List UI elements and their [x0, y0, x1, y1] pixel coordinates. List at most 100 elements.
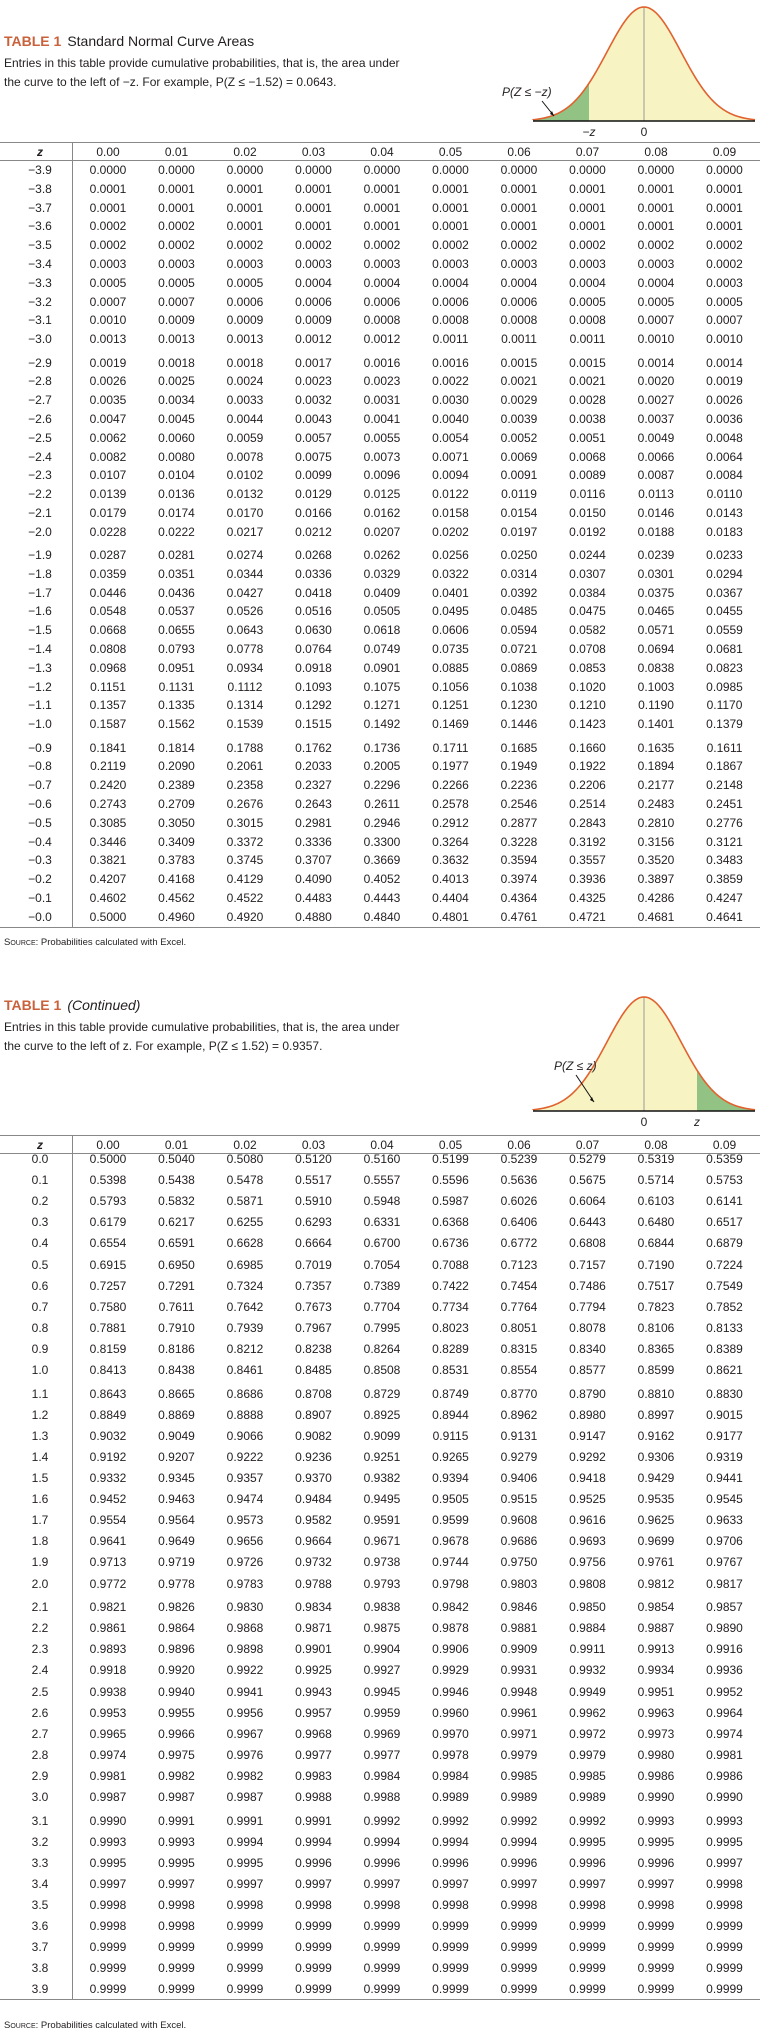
- probability-cell: 0.0014: [637, 355, 675, 370]
- probability-cell: 0.9999: [363, 1919, 401, 1934]
- probability-cell: 0.0068: [569, 449, 606, 464]
- probability-cell: 0.0294: [706, 566, 743, 581]
- probability-cell: 0.1762: [295, 740, 332, 755]
- probability-cell: 0.0001: [637, 200, 675, 215]
- probability-cell: 0.8577: [569, 1363, 606, 1377]
- description-line: Entries in this table provide cumulative…: [4, 56, 400, 70]
- probability-cell: 0.9279: [500, 1449, 538, 1464]
- shaded-area: [533, 83, 589, 121]
- probability-cell: 0.9996: [569, 1855, 606, 1870]
- source-text: Probabilities calculated with Excel.: [38, 2020, 187, 2031]
- probability-cell: 0.0001: [432, 200, 469, 215]
- probability-cell: 0.0000: [363, 163, 401, 177]
- probability-cell: 0.6141: [706, 1194, 743, 1209]
- probability-cell: 0.9998: [363, 1898, 401, 1912]
- probability-cell: 0.0192: [569, 524, 606, 539]
- probability-cell: 0.2946: [363, 815, 401, 830]
- probability-cell: 0.9956: [226, 1705, 264, 1720]
- probability-cell: 0.9959: [363, 1705, 401, 1720]
- probability-cell: 0.6480: [637, 1215, 675, 1230]
- probability-cell: 0.9999: [226, 1982, 264, 1997]
- probability-cell: 0.0016: [363, 355, 401, 370]
- probability-cell: 0.0104: [158, 468, 195, 483]
- z-label: −z: [582, 125, 595, 139]
- header-bottom-rule: [0, 160, 760, 161]
- probability-cell: 0.0001: [226, 181, 264, 196]
- probability-cell: 0.0000: [637, 163, 675, 177]
- probability-cell: 0.0003: [569, 257, 606, 271]
- probability-cell: 0.3483: [706, 853, 743, 868]
- probability-cell: 0.9838: [363, 1600, 401, 1615]
- probability-cell: 0.9998: [89, 1919, 127, 1934]
- probability-cell: 0.3557: [569, 853, 606, 868]
- probability-cell: 0.0427: [226, 585, 264, 600]
- row-z-value: 2.4: [31, 1663, 49, 1678]
- probability-cell: 0.4562: [158, 890, 195, 905]
- probability-cell: 0.0001: [363, 181, 401, 196]
- probability-cell: 0.9920: [158, 1663, 195, 1678]
- probability-cell: 0.9999: [500, 1940, 538, 1955]
- probability-cell: 0.0008: [500, 313, 538, 328]
- probability-cell: 0.0024: [226, 374, 264, 389]
- probability-cell: 0.9706: [706, 1534, 743, 1549]
- probability-cell: 0.0708: [569, 642, 606, 656]
- probability-cell: 0.9999: [295, 1982, 332, 1997]
- table-title: TABLE 1 Standard Normal Curve Areas: [4, 33, 254, 49]
- arrowhead: [550, 111, 554, 116]
- probability-cell: 0.9998: [706, 1876, 743, 1891]
- probability-cell: 0.2090: [158, 759, 195, 774]
- probability-cell: 0.0643: [226, 623, 264, 638]
- probability-cell: 0.9995: [226, 1855, 264, 1870]
- probability-cell: 0.0548: [89, 604, 127, 619]
- probability-cell: 0.2119: [90, 759, 126, 774]
- row-z-value: 3.2: [31, 1834, 49, 1849]
- probability-cell: 0.0048: [706, 430, 743, 445]
- probability-cell: 0.0418: [295, 585, 332, 600]
- probability-cell: 0.0004: [637, 275, 675, 290]
- probability-cell: 0.7881: [89, 1320, 127, 1335]
- probability-cell: 0.9871: [295, 1621, 332, 1636]
- probability-cell: 0.8907: [295, 1407, 332, 1422]
- probability-cell: 0.4920: [226, 909, 264, 924]
- probability-cell: 0.9995: [89, 1855, 127, 1870]
- probability-cell: 0.2296: [363, 778, 401, 793]
- probability-cell: 0.9345: [158, 1471, 195, 1485]
- probability-cell: 0.2709: [158, 796, 195, 811]
- table-description: Entries in this table provide cumulative…: [4, 54, 564, 92]
- probability-cell: 0.9999: [295, 1961, 332, 1976]
- probability-cell: 0.9953: [89, 1705, 127, 1720]
- probability-cell: 0.0002: [158, 219, 195, 234]
- probability-cell: 0.0037: [637, 411, 675, 426]
- probability-cell: 0.9991: [295, 1813, 332, 1828]
- probability-cell: 0.9996: [432, 1855, 469, 1870]
- probability-cell: 0.9962: [569, 1705, 606, 1720]
- probability-cell: 0.1841: [89, 740, 127, 755]
- probability-cell: 0.0329: [363, 566, 401, 581]
- probability-cell: 0.0007: [706, 313, 743, 328]
- probability-cell: 0.9719: [158, 1555, 195, 1570]
- probability-cell: 0.9998: [637, 1898, 675, 1912]
- probability-cell: 0.9999: [637, 1982, 675, 1997]
- probability-cell: 0.0001: [569, 181, 606, 196]
- normal-curve-figure-cumulative: P(Z ≤ z) 0 z: [532, 996, 756, 1129]
- probability-cell: 0.9803: [500, 1576, 538, 1591]
- column-header: 0.09: [712, 145, 737, 159]
- probability-cell: 0.9251: [363, 1449, 401, 1464]
- probability-cell: 0.5517: [295, 1173, 332, 1188]
- probability-cell: 0.9177: [706, 1428, 743, 1443]
- probability-cell: 0.9999: [158, 1940, 195, 1955]
- column-header: 0.06: [507, 1138, 531, 1152]
- row-z-value: 0.8: [31, 1320, 49, 1335]
- probability-cell: 0.9909: [500, 1642, 538, 1657]
- probability-cell: 0.0505: [363, 604, 401, 619]
- probability-cell: 0.0002: [226, 238, 264, 253]
- probability-cell: 0.9332: [89, 1471, 127, 1485]
- probability-cell: 0.9997: [158, 1876, 195, 1891]
- probability-cell: 0.3228: [500, 834, 538, 849]
- probability-cell: 0.1020: [569, 679, 606, 694]
- row-z-value: 1.4: [31, 1449, 49, 1464]
- probability-cell: 0.9207: [158, 1449, 195, 1464]
- probability-cell: 0.0014: [706, 355, 743, 370]
- probability-cell: 0.7764: [500, 1299, 538, 1314]
- probability-cell: 0.0033: [226, 393, 264, 408]
